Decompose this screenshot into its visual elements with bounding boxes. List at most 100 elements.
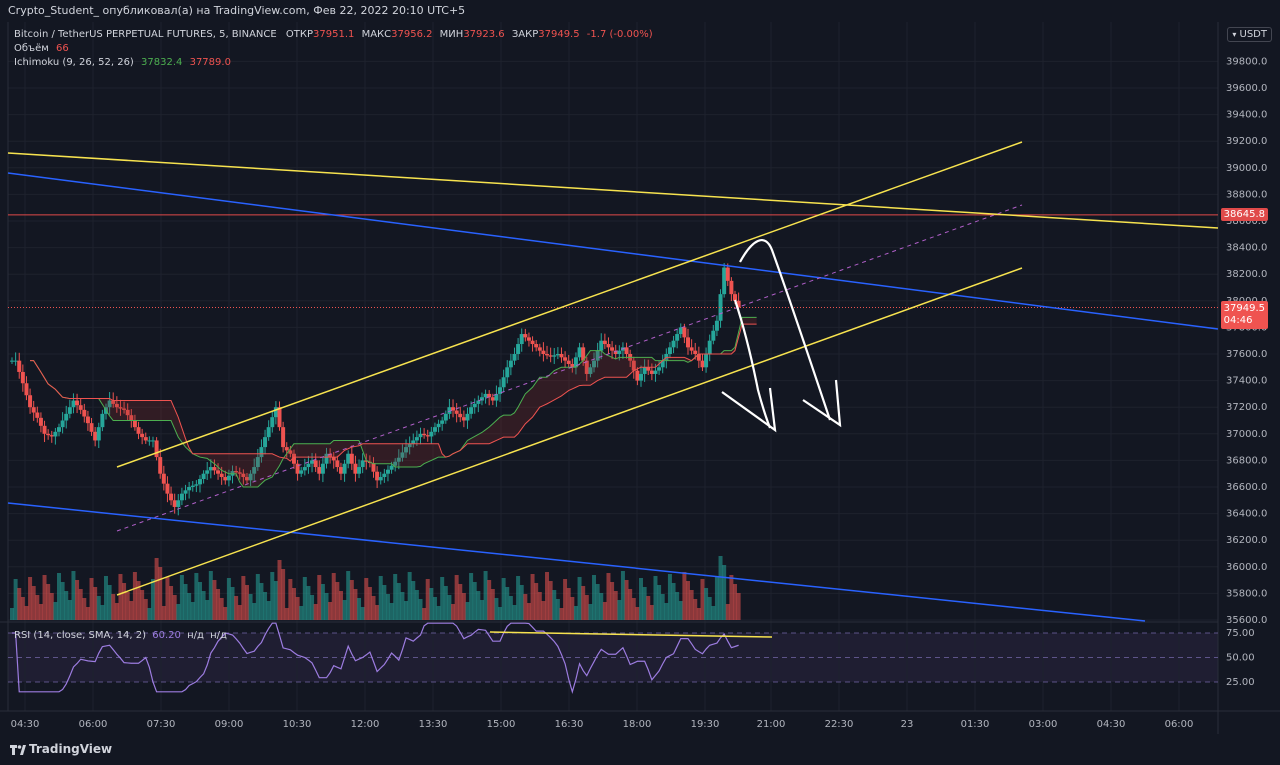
candle-body <box>320 463 325 474</box>
volume-bar <box>696 608 701 620</box>
volume-bar <box>541 601 546 620</box>
candle-body <box>617 350 622 354</box>
rsi-label[interactable]: RSI (14, close, SMA, 14, 2) <box>14 630 147 641</box>
candle-body <box>483 393 488 398</box>
y-tick-label: 36400.0 <box>1226 509 1267 520</box>
volume-bar <box>20 597 25 620</box>
volume-bar <box>165 577 170 620</box>
volume-bar <box>197 582 202 620</box>
volume-bar <box>353 589 358 620</box>
x-tick-label: 22:30 <box>825 719 854 730</box>
y-tick-label: 38800.0 <box>1226 189 1267 200</box>
volume-bar <box>581 586 586 620</box>
candle-body <box>111 400 116 404</box>
candle-body <box>494 393 499 401</box>
candle-body <box>24 383 29 396</box>
candle-body <box>566 360 571 364</box>
candle-body <box>335 460 340 468</box>
tradingview-logo-icon <box>10 744 26 755</box>
volume-bar <box>682 572 687 620</box>
volume-bar <box>150 579 155 620</box>
price-chart[interactable]: 39800.0 39600.0 39400.0 39200.0 39000.0 38800… <box>0 22 1280 734</box>
volume-bar <box>237 605 242 620</box>
volume-bar <box>179 575 184 620</box>
candle-body <box>588 367 593 374</box>
candle-body <box>425 435 430 437</box>
rsi-legend: RSI (14, close, SMA, 14, 2) 60.20 н/д н/… <box>14 630 227 641</box>
ichimoku-label[interactable]: Ichimoku (9, 26, 52, 26) <box>14 57 134 68</box>
currency-badge[interactable]: ▾ USDT <box>1227 27 1272 42</box>
candle-body <box>707 340 712 354</box>
candle-body <box>172 500 177 507</box>
candle-body <box>353 463 358 474</box>
candle-body <box>75 400 80 406</box>
volume-bar <box>230 587 235 620</box>
low-label: МИН <box>439 29 464 40</box>
candle-body <box>259 447 264 458</box>
candle-body <box>85 416 90 424</box>
y-tick-label: 37400.0 <box>1226 376 1267 387</box>
x-tick-label: 16:30 <box>555 719 584 730</box>
x-tick-label: 07:30 <box>147 719 176 730</box>
candle-body <box>281 427 286 448</box>
volume-bar <box>483 571 488 620</box>
volume-bar <box>653 576 658 620</box>
volume-bar <box>67 600 72 620</box>
drawn-arrow-down-1 <box>733 299 772 429</box>
candle-body <box>624 347 629 354</box>
candle-body <box>357 467 362 474</box>
candle-body <box>581 347 586 361</box>
volume-bar <box>306 586 311 620</box>
volume-bar <box>552 590 557 620</box>
open-value: 37951.1 <box>313 29 355 40</box>
volume-bar <box>255 574 260 620</box>
close-value: 37949.5 <box>538 29 580 40</box>
candle-body <box>682 327 687 338</box>
chart-area[interactable]: 39800.0 39600.0 39400.0 39200.0 39000.0 38800… <box>0 22 1280 734</box>
candle-body <box>183 490 188 494</box>
candle-body <box>595 350 600 361</box>
volume-bar <box>545 572 550 620</box>
y-tick-label: 36600.0 <box>1226 482 1267 493</box>
volume-bar <box>183 584 188 620</box>
volume-bar <box>414 590 419 620</box>
last-price-value: 37949.5 <box>1223 303 1265 314</box>
y-tick-label: 38600.0 <box>1226 216 1267 227</box>
volume-bar <box>624 580 629 620</box>
volume-bar <box>313 604 318 620</box>
candle-body <box>165 483 170 494</box>
candle-body <box>675 334 680 341</box>
candle-body <box>299 470 304 474</box>
volume-bar <box>599 593 604 620</box>
candle-body <box>143 437 148 441</box>
x-tick-label: 06:00 <box>1165 719 1194 730</box>
candle-body <box>440 420 445 424</box>
channel-lower-line <box>116 267 1023 596</box>
volume-bar <box>60 582 65 620</box>
volume-label[interactable]: Объём <box>14 43 49 54</box>
tradingview-logo[interactable]: TradingView <box>10 742 112 756</box>
rsi-line <box>12 622 739 694</box>
candle-body <box>147 440 152 442</box>
volume-bar <box>479 600 484 620</box>
close-label: ЗАКР <box>511 29 539 40</box>
candle-body <box>371 463 376 472</box>
candle-body <box>122 408 127 410</box>
candle-body <box>465 413 470 421</box>
volume-bar <box>555 599 560 620</box>
volume-row: Объём 66 <box>14 42 653 56</box>
candle-body <box>78 405 83 410</box>
candle-body <box>451 407 456 411</box>
candle-body <box>407 443 412 448</box>
candle-body <box>671 340 676 348</box>
volume-bar <box>96 596 101 620</box>
candle-body <box>132 420 137 428</box>
candle-body <box>56 427 61 432</box>
volume-bar <box>310 595 315 620</box>
symbol-label[interactable]: Bitcoin / TetherUS PERPETUAL FUTURES, 5,… <box>14 29 277 40</box>
volume-bar <box>100 605 105 620</box>
candle-body <box>284 447 289 451</box>
candle-body <box>60 420 65 428</box>
candle-body <box>187 487 192 491</box>
volume-bar <box>385 594 390 620</box>
